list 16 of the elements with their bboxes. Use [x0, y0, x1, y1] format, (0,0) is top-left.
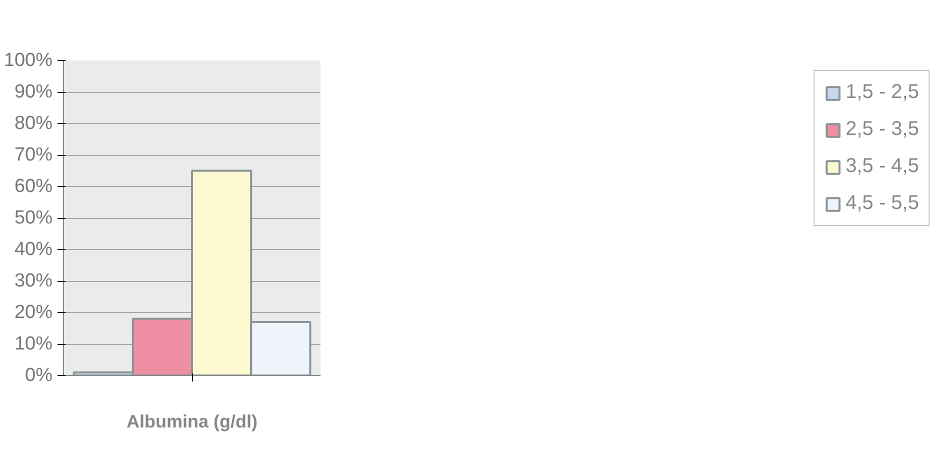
y-tick-label: 100% [4, 50, 53, 71]
y-tick-label: 60% [14, 176, 53, 197]
y-tick-label: 0% [25, 365, 53, 386]
y-tick-label: 70% [14, 144, 53, 166]
y-tick-label: 10% [14, 334, 53, 354]
y-tick-label: 90% [14, 82, 53, 102]
y-tick-label: 80% [14, 113, 53, 134]
y-tick-label: 50% [14, 208, 53, 228]
y-tick-label: 30% [14, 270, 53, 292]
legend-label: 4,5 - 5,5 [846, 192, 919, 215]
legend-label: 2,5 - 3,5 [846, 118, 919, 141]
legend-label: 3,5 - 4,5 [846, 155, 919, 178]
y-tick-label: 40% [14, 239, 53, 260]
legend-label: 1,5 - 2,5 [846, 81, 919, 104]
x-axis-title: Albumina (g/dl) [126, 412, 258, 432]
y-tick-label: 20% [14, 302, 53, 323]
